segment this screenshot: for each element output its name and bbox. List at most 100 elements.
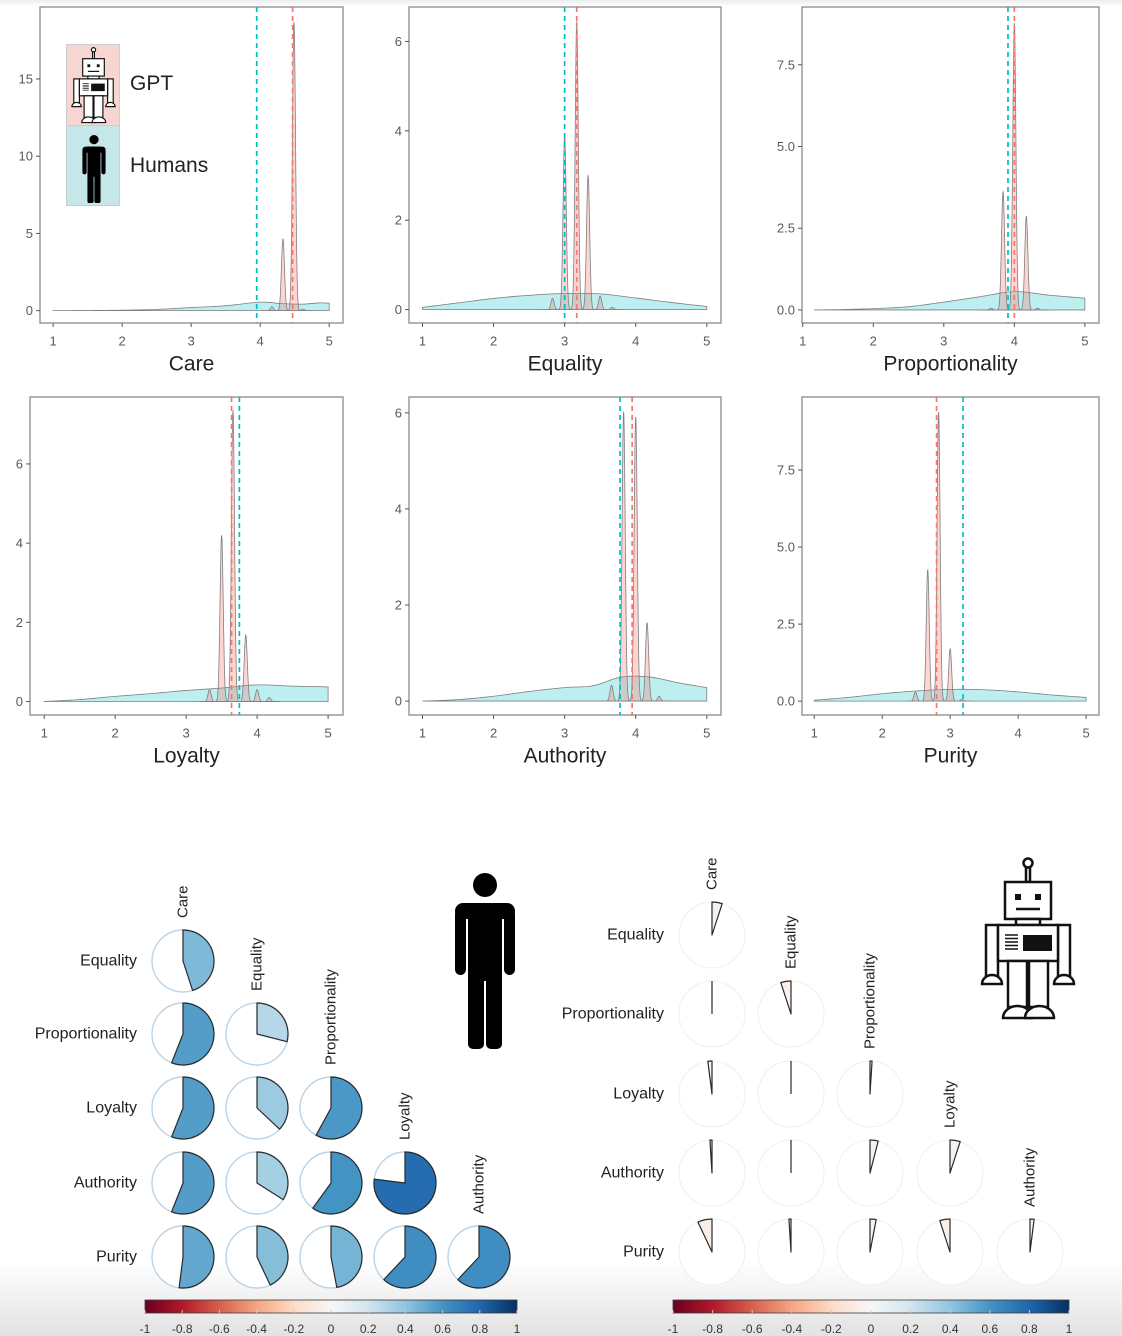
x-tick-label: 4: [257, 334, 264, 349]
correlation-pie-wedge: [869, 1218, 877, 1253]
plot-frame: [801, 6, 1100, 324]
robot-icon: [980, 855, 1076, 1021]
legend-key-gpt: [66, 44, 120, 125]
x-tick-label: 5: [1081, 334, 1088, 349]
plot-background: [802, 397, 1099, 715]
gpt-density-area: [198, 410, 280, 702]
y-tick-label: 4: [16, 536, 23, 551]
x-tick-label: 1: [799, 334, 806, 349]
x-tick-label: 3: [940, 334, 947, 349]
robot-icon: [70, 46, 117, 124]
column-label: Care: [704, 857, 721, 890]
humans-density-area: [422, 292, 708, 310]
colorbar-tick-label: -0.8: [702, 1322, 723, 1336]
x-tick-label: 2: [490, 726, 497, 741]
y-tick-label: 4: [395, 501, 402, 516]
correlation-cell: [225, 1076, 289, 1140]
colorbar-tick-label: 0.2: [360, 1322, 377, 1336]
row-label: Authority: [601, 1165, 664, 1182]
density-panel-equality: 0 2 4 6 1 2 3 4 5 Equality: [395, 6, 722, 376]
correlation-cell: [373, 1151, 437, 1215]
x-tick-label: 5: [326, 334, 333, 349]
column-label: Proportionality: [323, 969, 340, 1065]
plot-background: [409, 397, 721, 715]
x-tick-label: 2: [879, 726, 886, 741]
correlation-pie-wedge: [697, 1218, 713, 1253]
row-label: Authority: [74, 1175, 137, 1192]
x-tick-label: 5: [703, 334, 710, 349]
column-label: Loyalty: [942, 1080, 959, 1128]
plot-area: [43, 397, 329, 715]
gpt-density-area: [905, 412, 972, 702]
row-label: Proportionality: [562, 1006, 664, 1023]
row-label: Proportionality: [35, 1026, 137, 1043]
y-tick-label: 2: [395, 597, 402, 612]
correlation-matrix-humans: Equality Proportionality Loyalty Authority P…: [35, 885, 521, 1336]
plot-background: [802, 7, 1099, 323]
correlation-cell: [916, 1218, 984, 1286]
row-label: Purity: [623, 1244, 664, 1261]
correlation-pie-wedge: [383, 1225, 437, 1289]
y-tick-label: 6: [395, 34, 402, 49]
y-tick-label: 0.0: [777, 302, 795, 317]
person-icon: [81, 135, 107, 203]
column-label: Equality: [783, 915, 800, 969]
correlation-cell: [151, 1225, 215, 1289]
x-tick-label: 2: [490, 334, 497, 349]
correlation-pie-wedge: [709, 1139, 713, 1174]
correlation-pie-wedge: [256, 1002, 289, 1043]
colorbar-tick-label: 0: [868, 1322, 875, 1336]
y-tick-label: 2: [395, 213, 402, 228]
x-tick-label: 5: [324, 726, 331, 741]
correlation-pie-wedge: [457, 1225, 511, 1289]
correlation-pie-wedge: [869, 1060, 873, 1095]
correlation-cell: [757, 1218, 825, 1286]
colorbar-tick-label: 0.8: [1021, 1322, 1038, 1336]
column-label: Equality: [249, 937, 266, 991]
y-tick-label: 0: [16, 694, 23, 709]
correlation-pie-wedge: [256, 1076, 289, 1130]
colorbar-tick-label: 0.2: [902, 1322, 919, 1336]
correlation-cell: [678, 901, 746, 969]
correlation-cell: [299, 1151, 363, 1215]
y-tick-label: 7.5: [777, 463, 795, 478]
x-tick-label: 4: [1011, 334, 1018, 349]
correlation-cell: [678, 1060, 746, 1128]
x-axis-title: Purity: [924, 745, 978, 768]
x-tick-label: 3: [947, 726, 954, 741]
y-tick-label: 0: [26, 303, 33, 318]
correlation-cell: [916, 1139, 984, 1207]
y-tick-label: 0: [395, 302, 402, 317]
x-tick-label: 1: [419, 726, 426, 741]
colorbar-tick-label: -0.4: [246, 1322, 267, 1336]
correlation-cell: [678, 1139, 746, 1207]
x-tick-label: 1: [419, 334, 426, 349]
y-tick-label: 2.5: [777, 221, 795, 236]
colorbar-tick-label: -1: [668, 1322, 679, 1336]
x-tick-label: 4: [632, 726, 639, 741]
x-axis-title: Care: [169, 353, 215, 376]
correlation-pie-wedge: [256, 1151, 289, 1201]
plot-area: [422, 7, 708, 323]
row-label: Loyalty: [613, 1086, 664, 1103]
correlation-cell: [678, 1218, 746, 1286]
x-axis-title: Equality: [528, 353, 603, 376]
x-tick-label: 1: [49, 334, 56, 349]
correlation-cell: [836, 1218, 904, 1286]
correlation-cell: [151, 1076, 215, 1140]
correlation-cell: [996, 1218, 1064, 1286]
correlation-pie-wedge: [170, 1076, 215, 1140]
colorbar-tick-label: 0.4: [942, 1322, 959, 1336]
y-tick-label: 6: [395, 405, 402, 420]
colorbar-tick-label: 1: [514, 1322, 521, 1336]
legend: GPT Humans: [66, 44, 266, 206]
x-tick-label: 1: [811, 726, 818, 741]
correlation-pie-wedge: [949, 1139, 961, 1174]
x-tick-label: 3: [183, 726, 190, 741]
column-label: Authority: [1022, 1147, 1039, 1207]
correlation-cell: [151, 929, 215, 993]
correlation-cell: [225, 1151, 289, 1215]
colorbar-tick-label: 0.6: [981, 1322, 998, 1336]
colorbar-tick-label: -0.6: [209, 1322, 230, 1336]
colorbar-tick-label: 0.6: [434, 1322, 451, 1336]
